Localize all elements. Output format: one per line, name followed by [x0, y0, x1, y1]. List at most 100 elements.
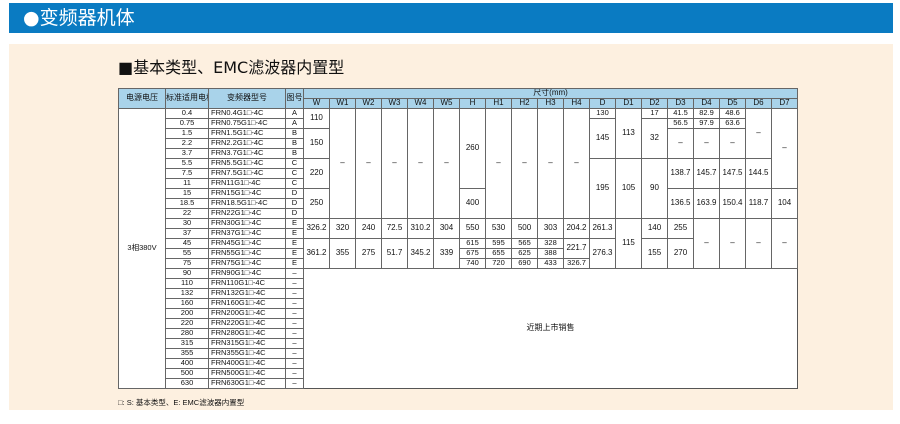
motor-kw-cell: 7.5: [165, 168, 209, 179]
dim-cell: 320: [329, 218, 356, 239]
figure-cell: A: [285, 108, 304, 119]
header-dim-w: W: [303, 98, 330, 109]
dim-cell: 303: [537, 218, 564, 239]
model-cell: FRN500G1□-4C: [208, 368, 286, 379]
dim-cell: 655: [485, 248, 512, 259]
dim-cell: –: [770, 218, 799, 269]
dim-cell: 255: [667, 218, 694, 239]
dim-cell: 304: [433, 218, 460, 239]
dim-cell: 136.5: [667, 188, 694, 219]
dim-cell: 17: [641, 108, 668, 119]
dim-cell: 345.2: [407, 238, 434, 269]
header-dim-w1: W1: [329, 98, 356, 109]
dim-cell: –: [667, 128, 694, 159]
dim-cell: 72.5: [381, 218, 408, 239]
dim-cell: 51.7: [381, 238, 408, 269]
header-dim-h4: H4: [563, 98, 590, 109]
model-cell: FRN0.4G1□-4C: [208, 108, 286, 119]
dim-cell: 115: [615, 218, 642, 269]
dim-cell: 328: [537, 238, 564, 249]
model-cell: FRN5.5G1□-4C: [208, 158, 286, 169]
model-cell: FRN110G1□-4C: [208, 278, 286, 289]
motor-kw-cell: 0.4: [165, 108, 209, 119]
figure-cell: E: [285, 248, 304, 259]
header-dim-d1: D1: [615, 98, 642, 109]
dim-cell: 530: [485, 218, 512, 239]
dim-cell: 400: [459, 188, 486, 219]
dim-cell: –: [433, 108, 460, 219]
dim-cell: 270: [667, 238, 694, 269]
dim-cell: 250: [303, 188, 330, 219]
figure-cell: –: [285, 278, 304, 289]
dim-cell: 310.2: [407, 218, 434, 239]
figure-cell: –: [285, 338, 304, 349]
dim-cell: 240: [355, 218, 382, 239]
dim-cell: 150.4: [719, 188, 746, 219]
figure-cell: C: [285, 158, 304, 169]
dim-cell: 500: [511, 218, 538, 239]
dim-cell: –: [355, 108, 382, 219]
figure-cell: B: [285, 148, 304, 159]
figure-cell: –: [285, 298, 304, 309]
dim-cell: 388: [537, 248, 564, 259]
model-cell: FRN400G1□-4C: [208, 358, 286, 369]
figure-cell: E: [285, 238, 304, 249]
header-voltage: 电源电压: [118, 88, 166, 109]
dim-cell: 155: [641, 238, 668, 269]
model-cell: FRN1.5G1□-4C: [208, 128, 286, 139]
figure-cell: D: [285, 198, 304, 209]
header-figure: 图号: [285, 88, 304, 109]
header-dim-w5: W5: [433, 98, 460, 109]
header-dimensions: 尺寸(mm): [302, 88, 799, 99]
dim-cell: 97.9: [693, 118, 720, 129]
motor-kw-cell: 355: [165, 348, 209, 359]
voltage-cell: 3相380V: [118, 108, 166, 389]
figure-cell: B: [285, 138, 304, 149]
dim-cell: 104: [770, 188, 799, 219]
dim-cell: 90: [641, 158, 668, 219]
dim-cell: 275: [355, 238, 382, 269]
motor-kw-cell: 3.7: [165, 148, 209, 159]
figure-cell: E: [285, 228, 304, 239]
dim-cell: 361.2: [303, 238, 330, 269]
dim-cell: 276.3: [589, 238, 616, 269]
figure-cell: –: [285, 308, 304, 319]
table-row: 55 FRN55G1□-4C E 675 655 625 388: [119, 248, 798, 259]
motor-kw-cell: 75: [165, 258, 209, 269]
table-row: 1.5 FRN1.5G1□-4C B 150– – –: [119, 128, 798, 159]
dim-cell: 433: [537, 258, 564, 269]
motor-kw-cell: 315: [165, 338, 209, 349]
dim-cell: 740: [459, 258, 486, 269]
motor-kw-cell: 55: [165, 248, 209, 259]
motor-kw-cell: 0.75: [165, 118, 209, 129]
figure-cell: E: [285, 258, 304, 269]
header-dim-d3: D3: [667, 98, 694, 109]
figure-cell: –: [285, 268, 304, 279]
dim-cell: 720: [485, 258, 512, 269]
header-dim-w4: W4: [407, 98, 434, 109]
motor-kw-cell: 2.2: [165, 138, 209, 149]
motor-kw-cell: 280: [165, 328, 209, 339]
dim-cell: –: [511, 108, 538, 219]
dim-cell: –: [537, 108, 564, 219]
header-model: 变频器型号: [208, 88, 286, 109]
figure-cell: C: [285, 168, 304, 179]
dim-cell: –: [770, 108, 799, 189]
model-cell: FRN11G1□-4C: [208, 178, 286, 189]
dim-cell: 147.5: [719, 158, 746, 189]
motor-kw-cell: 11: [165, 178, 209, 189]
dim-cell: 204.2: [563, 218, 590, 239]
dim-cell: 163.9: [693, 188, 720, 219]
figure-cell: A: [285, 118, 304, 129]
dim-cell: 595: [485, 238, 512, 249]
dim-cell: 32: [641, 118, 668, 159]
model-cell: FRN2.2G1□-4C: [208, 138, 286, 149]
dim-cell: –: [745, 108, 772, 159]
dim-cell: 195: [589, 158, 616, 219]
model-cell: FRN355G1□-4C: [208, 348, 286, 359]
figure-cell: –: [285, 328, 304, 339]
header-dim-h3: H3: [537, 98, 564, 109]
model-cell: FRN0.75G1□-4C: [208, 118, 286, 129]
figure-cell: B: [285, 128, 304, 139]
figure-cell: –: [285, 378, 304, 389]
